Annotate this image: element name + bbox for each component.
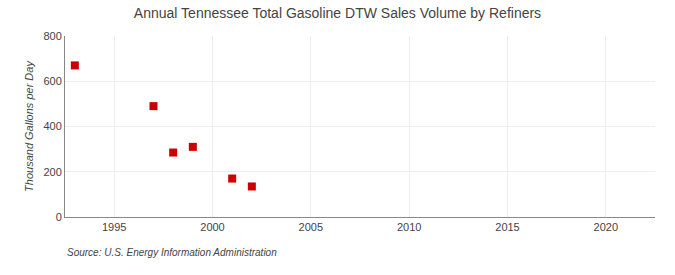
svg-text:400: 400	[43, 120, 61, 132]
svg-text:2005: 2005	[299, 221, 323, 233]
svg-text:2010: 2010	[397, 221, 421, 233]
svg-text:200: 200	[43, 166, 61, 178]
svg-text:0: 0	[56, 211, 62, 223]
svg-text:2020: 2020	[594, 221, 618, 233]
svg-text:Thousand Gallons per Day: Thousand Gallons per Day	[23, 60, 35, 192]
svg-text:2000: 2000	[200, 221, 224, 233]
svg-text:Annual Tennessee Total Gasolin: Annual Tennessee Total Gasoline DTW Sale…	[134, 5, 541, 21]
svg-text:Source: U.S. Energy Informatio: Source: U.S. Energy Information Administ…	[67, 247, 277, 258]
svg-text:600: 600	[43, 75, 61, 87]
svg-text:800: 800	[43, 30, 61, 42]
svg-text:2015: 2015	[495, 221, 519, 233]
svg-text:1995: 1995	[102, 221, 126, 233]
